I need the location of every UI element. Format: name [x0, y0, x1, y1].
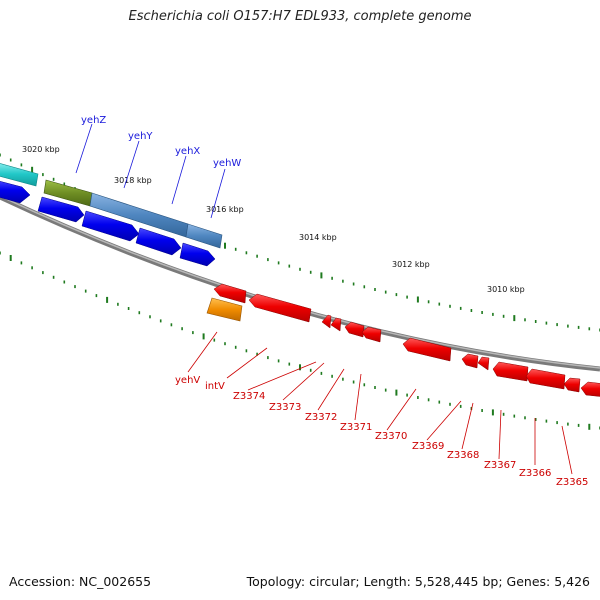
gene-label-Z3368[interactable]: Z3368: [447, 450, 479, 461]
scale-label-3016: 3016 kbp: [206, 205, 244, 214]
gene-label-Z3374[interactable]: Z3374: [233, 391, 265, 402]
cds-arrow[interactable]: [330, 317, 342, 332]
scale-label-3014: 3014 kbp: [299, 233, 337, 242]
feature-track-forward: [0, 162, 223, 249]
cds-arrow[interactable]: [135, 227, 182, 256]
cds-arrow[interactable]: [477, 356, 490, 371]
gene-label-yehX[interactable]: yehX: [175, 146, 200, 157]
gene-label-Z3373[interactable]: Z3373: [269, 402, 301, 413]
cds-arrow[interactable]: [361, 326, 382, 343]
gene-label-Z3365[interactable]: Z3365: [556, 477, 588, 488]
gene-label-Z3369[interactable]: Z3369: [412, 441, 444, 452]
cds-reverse: [213, 283, 600, 397]
map-title: Escherichia coli O157:H7 EDL933, complet…: [128, 9, 472, 24]
cds-arrow[interactable]: [37, 196, 85, 223]
accession-label: Accession: NC_002655: [9, 574, 152, 589]
cds-arrow[interactable]: [580, 381, 600, 397]
gene-label-yehZ[interactable]: yehZ: [81, 115, 106, 126]
forward-scale-ticks: [0, 153, 600, 332]
gene-label-yehV[interactable]: yehV: [175, 375, 200, 386]
cds-forward: [0, 180, 216, 267]
gene-label-yehW[interactable]: yehW: [213, 158, 241, 169]
reverse-scale-ticks: [0, 251, 600, 430]
scale-label-3020: 3020 kbp: [22, 145, 60, 154]
cds-arrow[interactable]: [213, 283, 247, 304]
scale-label-3018: 3018 kbp: [114, 176, 152, 185]
forward-gene-labels: [75, 123, 226, 219]
gene-block-steel[interactable]: [185, 223, 223, 249]
cds-arrow[interactable]: [0, 180, 31, 204]
gene-label-Z3370[interactable]: Z3370: [375, 431, 407, 442]
scale-label-3010: 3010 kbp: [487, 285, 525, 294]
gene-label-intV[interactable]: intV: [205, 381, 225, 392]
cds-arrow[interactable]: [492, 361, 529, 382]
cds-arrow[interactable]: [344, 321, 365, 338]
scale-label-3012: 3012 kbp: [392, 260, 430, 269]
gene-label-Z3372[interactable]: Z3372: [305, 412, 337, 423]
gene-label-Z3371[interactable]: Z3371: [340, 422, 372, 433]
cds-arrow[interactable]: [81, 210, 140, 242]
cds-arrow[interactable]: [179, 242, 216, 267]
genome-summary: Topology: circular; Length: 5,528,445 bp…: [246, 574, 590, 589]
gene-label-yehY[interactable]: yehY: [128, 131, 153, 142]
reverse-gene-leaders: [187, 331, 573, 475]
cds-arrow[interactable]: [461, 353, 479, 369]
gene-block-cyan[interactable]: [0, 162, 39, 187]
cds-arrow[interactable]: [402, 337, 452, 362]
cds-arrow[interactable]: [248, 293, 312, 323]
cds-arrow[interactable]: [563, 377, 581, 393]
gene-label-Z3366[interactable]: Z3366: [519, 468, 551, 479]
cds-arrow[interactable]: [525, 368, 566, 390]
cds-arrow[interactable]: [321, 314, 332, 329]
gene-label-Z3367[interactable]: Z3367: [484, 460, 516, 471]
gene-block-orange[interactable]: [206, 297, 243, 322]
